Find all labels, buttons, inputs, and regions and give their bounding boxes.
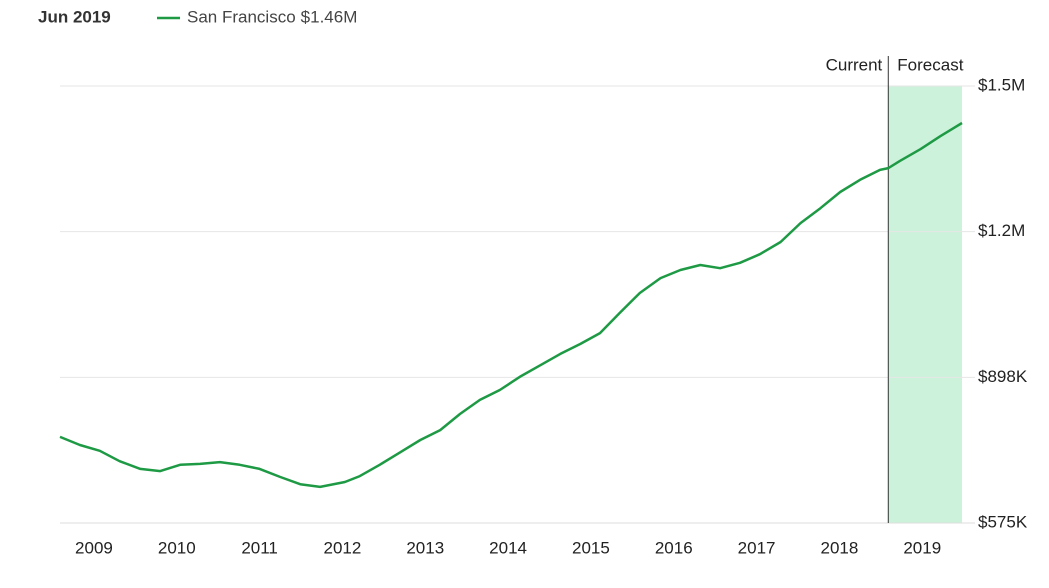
legend-name: San Francisco [187, 7, 296, 26]
x-tick-label: 2012 [324, 538, 362, 557]
x-tick-label: 2019 [903, 538, 941, 557]
x-tick-label: 2010 [158, 538, 196, 557]
hover-date: Jun 2019 [38, 7, 111, 26]
y-tick-label: $1.2M [978, 221, 1025, 240]
y-tick-label: $575K [978, 512, 1028, 531]
forecast-area [888, 86, 962, 523]
x-tick-label: 2015 [572, 538, 610, 557]
x-tick-label: 2017 [738, 538, 776, 557]
legend: San Francisco $1.46M [157, 7, 357, 26]
x-tick-label: 2018 [821, 538, 859, 557]
data-line [59, 121, 963, 489]
y-tick-label: $1.5M [978, 75, 1025, 94]
legend-value: $1.46M [301, 7, 358, 26]
forecast-label: Forecast [897, 55, 963, 74]
y-tick-label: $898K [978, 367, 1028, 386]
current-label: Current [826, 55, 883, 74]
x-tick-label: 2014 [489, 538, 527, 557]
x-tick-label: 2011 [241, 538, 278, 557]
x-tick-label: 2013 [406, 538, 444, 557]
x-tick-label: 2016 [655, 538, 693, 557]
x-tick-label: 2009 [75, 538, 113, 557]
